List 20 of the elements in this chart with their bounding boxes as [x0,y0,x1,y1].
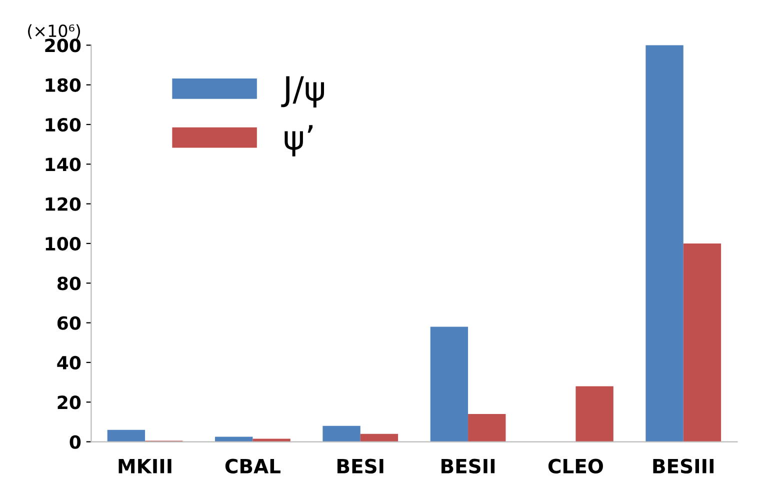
y-tick-label: 0 [70,435,81,449]
y-axis-title: (×10⁶) [28,24,80,40]
x-tick-label: CLEO [548,458,603,474]
x-tick-label: BESII [442,458,495,474]
y-tick-label: 40 [57,356,81,370]
x-tick-label: CBAL [225,458,280,474]
y-tick-label: 60 [57,316,81,330]
legend-label: ψ’ [284,125,313,156]
y-tick-label: 140 [46,158,81,172]
x-tick-label: MKIII [118,459,172,474]
y-tick-label: 80 [57,276,81,290]
y-tick-label: 20 [58,396,81,410]
y-tick-label: 160 [46,118,81,132]
y-tick-label: 120 [46,197,81,211]
y-tick-label: 100 [46,236,81,251]
x-tick-label: BESI [337,458,384,474]
y-tick-label: 200 [45,38,81,52]
x-tick-label: BESIII [653,458,714,474]
y-tick-label: 180 [46,78,81,92]
legend-label: J/ψ [281,76,324,108]
